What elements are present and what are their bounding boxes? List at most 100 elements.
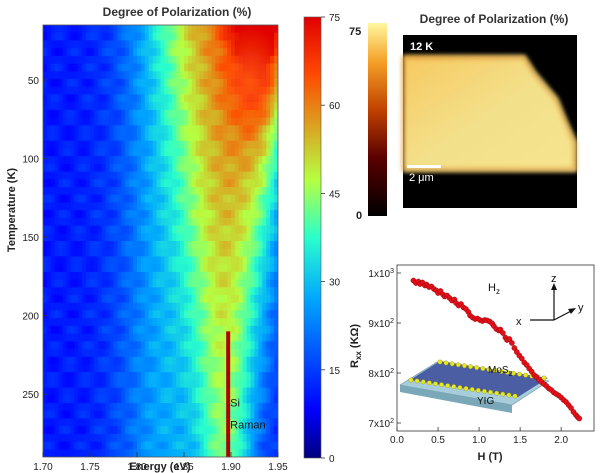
- heatmap-cell: [164, 217, 169, 227]
- heatmap-cell: [144, 233, 150, 242]
- heatmap-cell: [58, 403, 64, 412]
- heatmap-cell: [58, 25, 64, 34]
- heatmap-cell: [50, 271, 56, 281]
- heatmap-cell: [191, 202, 197, 211]
- heatmap-cell: [113, 133, 119, 142]
- si-raman-label-si: Si: [230, 398, 240, 410]
- heatmap-cell: [62, 302, 68, 312]
- heatmap-cell: [199, 40, 205, 49]
- heatmap-cell: [97, 194, 103, 204]
- heatmap-cell: [62, 217, 68, 227]
- heatmap-cell: [152, 148, 158, 157]
- heatmap-cell: [156, 217, 162, 227]
- heatmap-cell: [54, 395, 60, 404]
- heatmap-cell: [93, 372, 99, 381]
- heatmap-cell: [86, 318, 91, 327]
- heatmap-cell: [270, 295, 275, 304]
- heatmap-cell: [43, 426, 48, 435]
- heatmap-cell: [90, 94, 95, 103]
- heatmap-colorbar: [303, 16, 322, 459]
- heatmap-cell: [180, 333, 185, 342]
- heatmap-cell: [187, 241, 193, 250]
- heatmap-cell: [203, 372, 209, 381]
- heatmap-cell: [121, 32, 126, 42]
- heatmap-cell: [168, 264, 173, 273]
- heatmap-cell: [43, 356, 48, 366]
- heatmap-cell: [231, 372, 236, 381]
- heatmap-cell: [176, 395, 181, 404]
- heatmap-cell: [62, 117, 68, 126]
- heatmap-cell: [101, 179, 107, 188]
- heatmap-cell: [215, 379, 220, 389]
- heatmap-cell: [246, 295, 252, 304]
- heatmap-cell: [43, 318, 48, 327]
- heatmap-cell: [152, 179, 158, 188]
- heatmap-cell: [227, 179, 232, 188]
- heatmap-cell: [93, 117, 99, 126]
- heatmap-cell: [231, 364, 236, 373]
- heatmap-cell: [105, 241, 111, 250]
- heatmap-cell: [187, 156, 193, 165]
- heatmap-cell: [137, 310, 142, 319]
- heatmap-cell: [74, 264, 79, 273]
- heatmap-cell: [156, 271, 162, 281]
- heatmap-cell: [168, 187, 173, 196]
- heatmap-cell: [101, 133, 107, 142]
- heatmap-cell: [195, 171, 201, 180]
- heatmap-cell: [207, 403, 213, 412]
- heatmap-cell: [156, 302, 162, 312]
- heatmap-cell: [219, 418, 224, 427]
- heatmap-cell: [176, 171, 181, 180]
- heatmap-cell: [86, 194, 91, 204]
- heatmap-cell: [50, 140, 56, 150]
- heatmap-cell: [238, 356, 244, 366]
- heatmap-cell: [58, 94, 64, 103]
- heatmap-cell: [46, 179, 52, 188]
- heatmap-cell: [74, 55, 79, 65]
- heatmap-cell: [207, 63, 213, 72]
- heatmap-cell: [238, 295, 244, 304]
- heatmap-cell: [172, 133, 177, 142]
- heatmap-cell: [70, 449, 75, 457]
- heatmap-cell: [242, 163, 248, 173]
- heatmap-cell: [54, 140, 60, 150]
- inset-atom: [469, 387, 475, 392]
- heatmap-cell: [184, 387, 189, 396]
- heatmap-cell: [207, 148, 213, 157]
- heatmap-cell: [203, 287, 209, 296]
- heatmap-cell: [66, 441, 72, 450]
- heatmap-cell: [125, 433, 130, 443]
- heatmap-cell: [262, 349, 267, 358]
- inset-yig-side: [400, 385, 512, 413]
- heatmap-cell: [101, 310, 107, 319]
- heatmap-cell: [187, 295, 193, 304]
- heatmap-cell: [113, 333, 119, 342]
- heatmap-cell: [168, 217, 173, 227]
- heatmap-cell: [195, 32, 201, 42]
- heatmap-cell: [109, 433, 115, 443]
- heatmap-cell: [203, 79, 209, 88]
- heatmap-cell: [215, 194, 220, 204]
- heatmap-cell: [191, 333, 197, 342]
- heatmap-cell: [195, 102, 201, 111]
- heatmap-cell: [156, 410, 162, 420]
- heatmap-cell: [105, 325, 111, 335]
- heatmap-cell: [266, 295, 271, 304]
- heatmap-cell: [62, 125, 68, 134]
- heatmap-cell: [93, 325, 99, 335]
- heatmap-cell: [258, 241, 263, 250]
- heatmap-cell: [168, 302, 173, 312]
- heatmap-cell: [246, 241, 252, 250]
- heatmap-cell: [184, 210, 189, 219]
- heatmap-cell: [266, 179, 271, 188]
- heatmap-cell: [207, 248, 213, 258]
- heatmap-cell: [58, 225, 64, 234]
- heatmap-cell: [101, 256, 107, 265]
- heatmap-cell: [86, 163, 91, 173]
- heatmap-cell: [266, 148, 271, 157]
- heatmap-cell: [274, 217, 278, 227]
- heatmap-cell: [144, 364, 150, 373]
- heatmap-cell: [156, 140, 162, 150]
- heatmap-cell: [219, 133, 224, 142]
- heatmap-cell: [86, 32, 91, 42]
